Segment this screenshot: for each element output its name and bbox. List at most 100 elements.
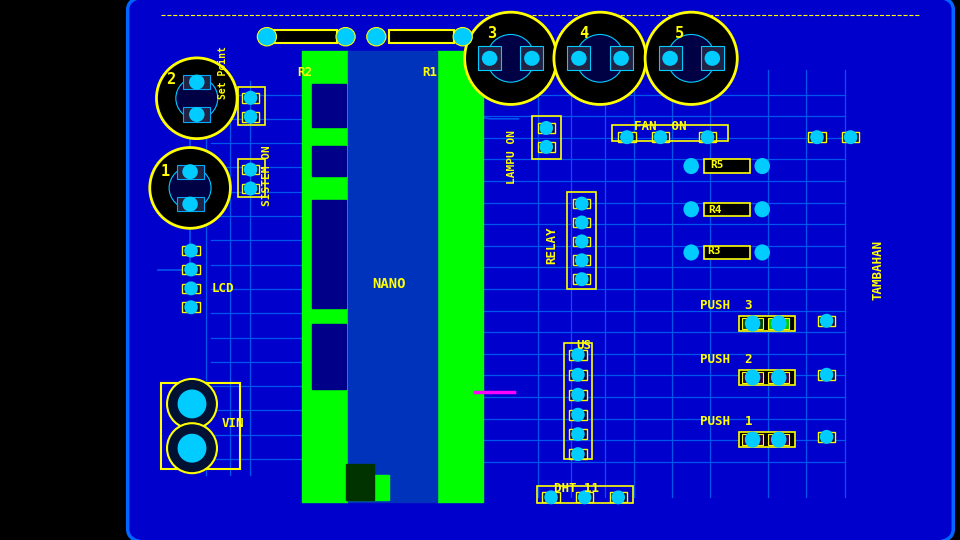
Bar [242, 184, 259, 193]
Ellipse shape [645, 12, 737, 104]
Text: R4: R4 [708, 205, 722, 214]
Ellipse shape [655, 131, 666, 143]
Bar [768, 318, 789, 329]
FancyBboxPatch shape [128, 0, 953, 540]
Bar [768, 434, 789, 445]
Ellipse shape [746, 316, 759, 330]
Bar [161, 383, 240, 469]
Bar [238, 87, 265, 125]
Ellipse shape [572, 448, 584, 460]
Text: LAMPU ON: LAMPU ON [507, 130, 516, 184]
Text: PUSH  1: PUSH 1 [700, 415, 752, 428]
Bar [312, 84, 346, 127]
Text: NANO: NANO [372, 276, 405, 291]
Ellipse shape [169, 167, 211, 209]
Ellipse shape [150, 147, 230, 228]
Ellipse shape [183, 165, 197, 178]
Ellipse shape [612, 491, 624, 503]
Text: DHT 11: DHT 11 [554, 482, 598, 495]
Text: 4: 4 [579, 26, 588, 41]
Ellipse shape [756, 159, 769, 173]
Bar [569, 350, 587, 360]
Ellipse shape [684, 202, 698, 216]
Ellipse shape [576, 198, 588, 210]
Bar [348, 51, 437, 502]
Ellipse shape [756, 202, 769, 216]
Bar [564, 343, 592, 459]
Bar [569, 429, 587, 439]
Bar [818, 370, 835, 380]
Ellipse shape [576, 273, 588, 285]
Ellipse shape [525, 52, 539, 65]
Ellipse shape [811, 131, 823, 143]
Bar [573, 274, 590, 284]
Ellipse shape [572, 369, 584, 381]
Bar [242, 165, 259, 174]
Ellipse shape [756, 245, 769, 259]
Bar [704, 159, 750, 173]
Text: SISTEM ON: SISTEM ON [262, 145, 272, 206]
Ellipse shape [576, 217, 588, 228]
Bar [346, 464, 374, 500]
Ellipse shape [245, 183, 256, 194]
Text: PUSH  3: PUSH 3 [700, 299, 752, 312]
Bar [569, 410, 587, 420]
Ellipse shape [554, 12, 646, 104]
Bar [182, 284, 200, 293]
Bar [652, 132, 669, 142]
Ellipse shape [572, 389, 584, 401]
Ellipse shape [572, 428, 584, 440]
Bar [742, 318, 763, 329]
Ellipse shape [614, 52, 628, 65]
Ellipse shape [245, 92, 256, 104]
Ellipse shape [576, 35, 624, 82]
Bar [808, 132, 826, 142]
Bar [567, 46, 590, 70]
Ellipse shape [572, 52, 586, 65]
Ellipse shape [821, 431, 832, 443]
Bar [238, 159, 265, 197]
Text: US: US [576, 339, 591, 352]
Bar [569, 449, 587, 459]
Bar [768, 372, 789, 383]
Bar [312, 324, 346, 389]
Ellipse shape [487, 35, 535, 82]
Ellipse shape [185, 245, 197, 256]
Ellipse shape [336, 28, 355, 46]
Bar [302, 51, 348, 502]
Ellipse shape [702, 131, 713, 143]
Ellipse shape [663, 52, 677, 65]
Text: 1: 1 [160, 164, 170, 179]
Text: TAMBAHAN: TAMBAHAN [872, 240, 885, 300]
Text: 3: 3 [487, 26, 496, 41]
Bar [699, 132, 716, 142]
Ellipse shape [540, 141, 552, 153]
Text: PUSH  2: PUSH 2 [700, 353, 752, 366]
Ellipse shape [706, 52, 719, 65]
Bar [389, 30, 454, 43]
Ellipse shape [185, 264, 197, 275]
Ellipse shape [190, 76, 204, 89]
Ellipse shape [185, 301, 197, 313]
Ellipse shape [185, 282, 197, 294]
Bar [704, 202, 750, 216]
Bar [573, 199, 590, 208]
Bar [612, 125, 728, 141]
Bar [573, 237, 590, 246]
Ellipse shape [572, 409, 584, 421]
Text: Set Point: Set Point [218, 46, 228, 99]
Ellipse shape [156, 58, 237, 139]
Ellipse shape [576, 235, 588, 247]
Bar [739, 316, 795, 331]
Bar [538, 123, 555, 133]
Bar [659, 46, 682, 70]
Ellipse shape [179, 435, 205, 462]
Bar [182, 302, 200, 312]
Text: R3: R3 [708, 246, 721, 256]
Bar [272, 30, 337, 43]
Ellipse shape [572, 349, 584, 361]
Bar [520, 46, 543, 70]
Bar [701, 46, 724, 70]
Bar [573, 255, 590, 265]
Ellipse shape [667, 35, 715, 82]
